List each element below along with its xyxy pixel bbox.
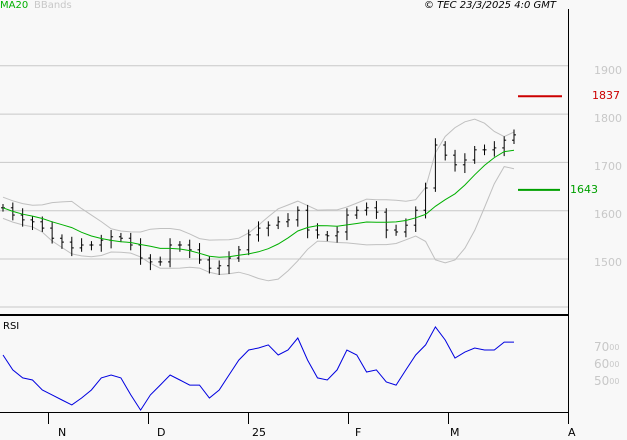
rsi-tick-label: 6000 bbox=[594, 357, 620, 371]
legend-bbands: BBands bbox=[34, 0, 72, 11]
x-tick-label: F bbox=[355, 426, 362, 439]
y-tick-label: 1600 bbox=[594, 208, 622, 221]
ma20-line bbox=[2, 149, 515, 258]
x-tick-label: 25 bbox=[252, 426, 266, 439]
rsi-tick-suffix: 00 bbox=[609, 377, 620, 386]
copyright-timestamp: © TEC 23/3/2025 4:0 GMT bbox=[424, 0, 556, 11]
y-tick-label: 1900 bbox=[594, 64, 622, 77]
legend-ma20: MA20 bbox=[0, 0, 29, 11]
y-tick-label: 1800 bbox=[594, 112, 622, 125]
rsi-tick-value: 60 bbox=[594, 357, 610, 371]
x-tick-label: N bbox=[58, 426, 67, 439]
x-tick-label: A bbox=[568, 426, 576, 439]
y-tick-label: 1500 bbox=[594, 256, 622, 269]
rsi-tick-value: 70 bbox=[594, 340, 610, 354]
y-tick-label: 1700 bbox=[594, 160, 622, 173]
rsi-line bbox=[2, 325, 514, 412]
resistance-label: 1837 bbox=[592, 89, 620, 102]
x-tick-label: M bbox=[450, 426, 460, 439]
bollinger-lower bbox=[2, 166, 515, 282]
rsi-tick-value: 50 bbox=[594, 374, 610, 388]
rsi-tick-label: 7000 bbox=[594, 340, 620, 354]
rsi-tick-suffix: 00 bbox=[609, 360, 620, 369]
rsi-label: RSI bbox=[3, 321, 20, 332]
x-tick-label: D bbox=[157, 426, 166, 439]
rsi-tick-label: 5000 bbox=[594, 374, 620, 388]
support-label: 1643 bbox=[570, 183, 598, 196]
rsi-tick-suffix: 00 bbox=[609, 343, 620, 352]
